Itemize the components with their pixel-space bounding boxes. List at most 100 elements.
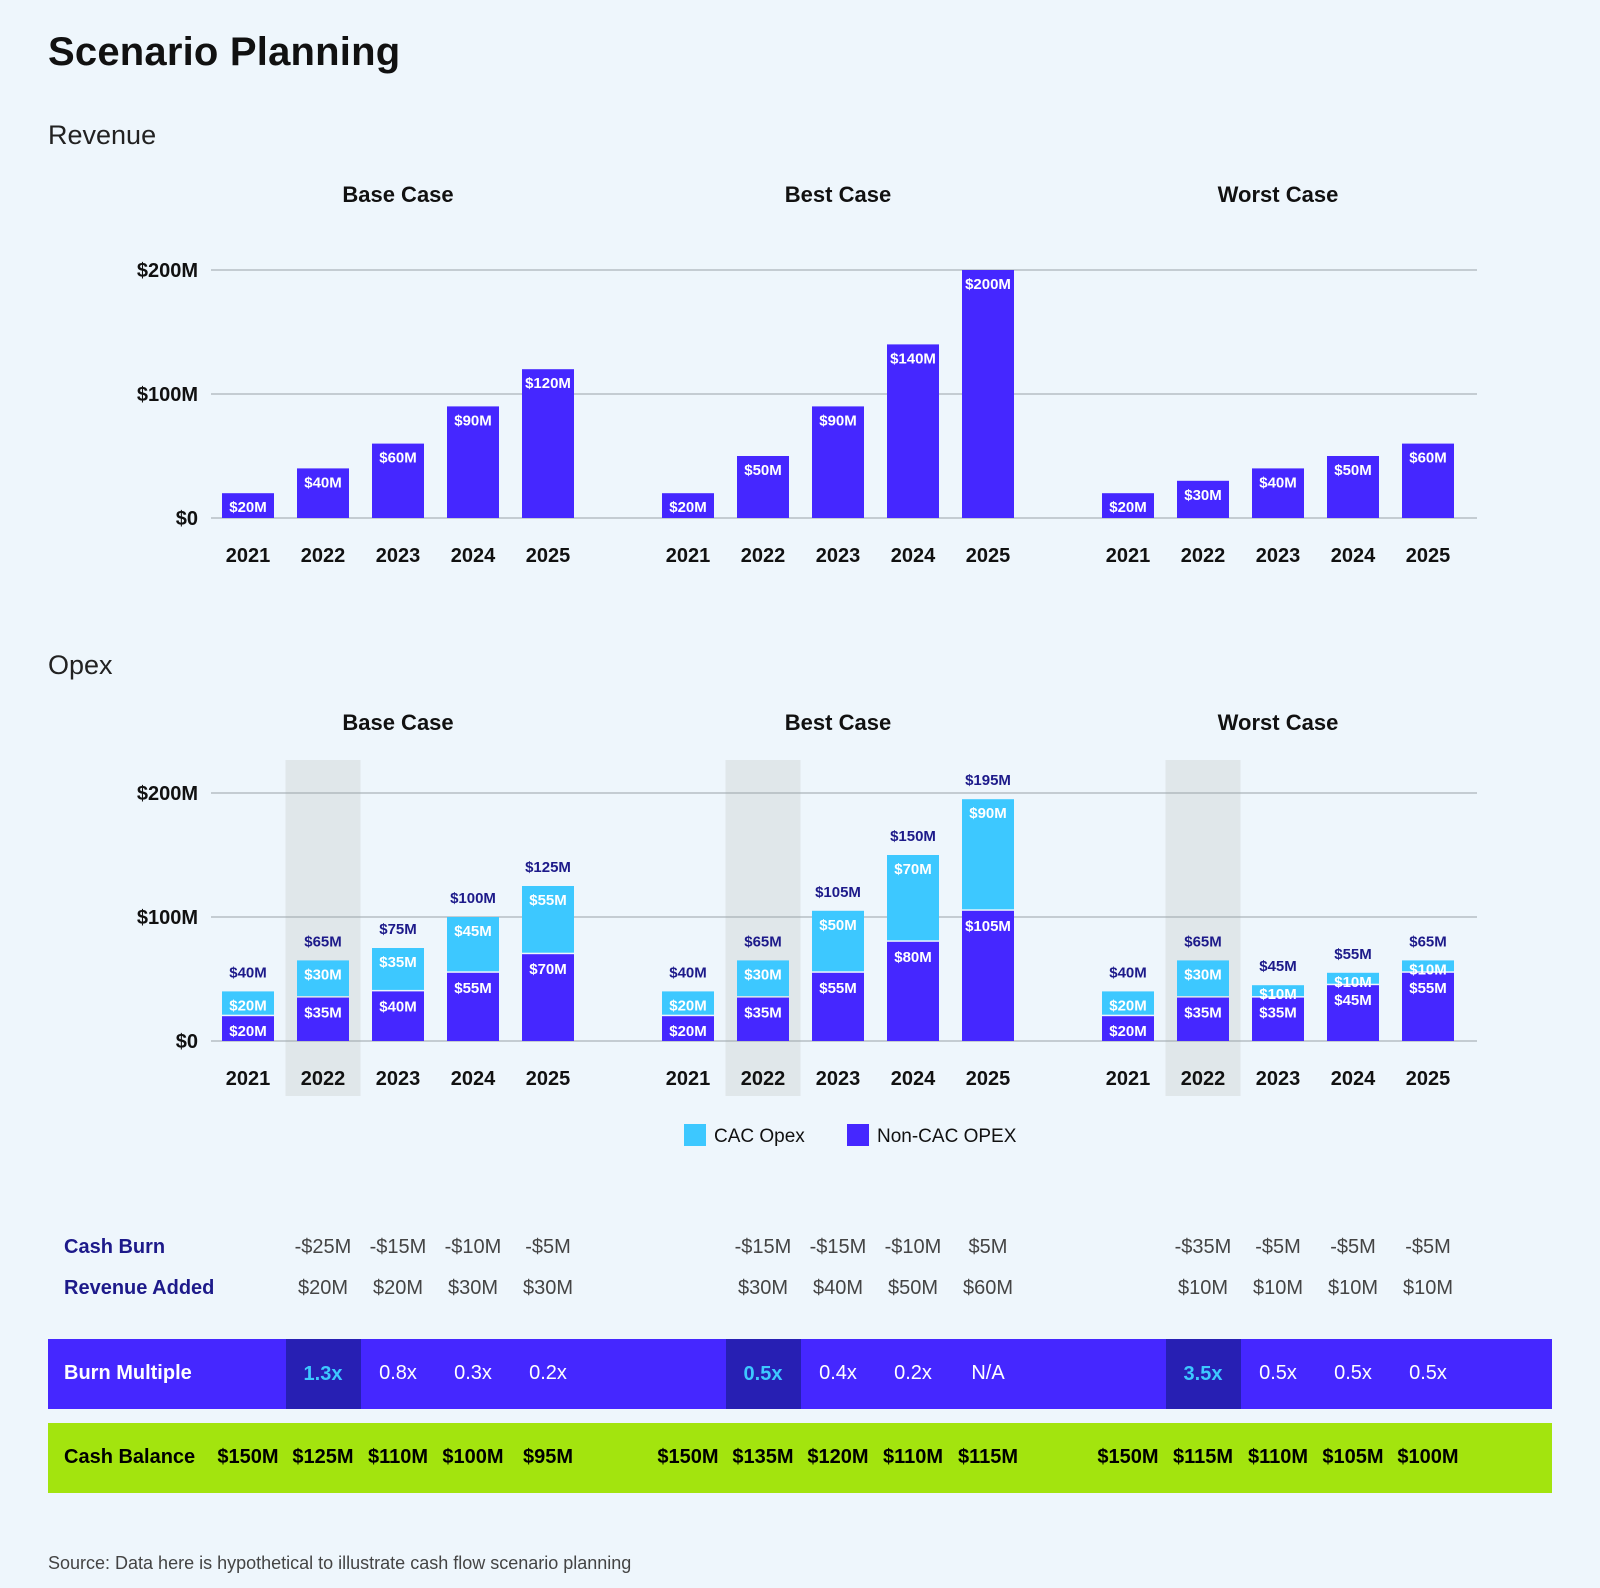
legend-swatch-non-cac xyxy=(847,1124,869,1146)
non-cac-value-label: $70M xyxy=(529,961,567,978)
cac-value-label: $55M xyxy=(529,892,567,909)
x-tick-label: 2025 xyxy=(966,545,1011,567)
cash-balance-row: Cash Balance $150M $125M $110M $100M $95M $15… xyxy=(48,1423,1552,1493)
cac-value-label: $35M xyxy=(379,954,417,971)
non-cac-value-label: $40M xyxy=(379,998,417,1015)
x-tick-label: 2024 xyxy=(891,545,936,567)
total-value-label: $65M xyxy=(1184,933,1222,950)
non-cac-value-label: $55M xyxy=(1409,980,1447,997)
bar-value-label: $20M xyxy=(669,499,707,516)
x-tick-label: 2022 xyxy=(741,1068,786,1090)
non-cac-value-label: $35M xyxy=(1259,1005,1297,1022)
x-tick-label: 2021 xyxy=(666,545,711,567)
x-tick-label: 2022 xyxy=(301,1068,346,1090)
x-tick-label: 2021 xyxy=(226,545,271,567)
non-cac-value-label: $20M xyxy=(669,1023,707,1040)
total-value-label: $75M xyxy=(379,921,417,938)
cac-value-label: $10M xyxy=(1334,974,1372,991)
bar-value-label: $60M xyxy=(379,450,417,467)
revenue-added-value: $10M xyxy=(1383,1277,1473,1300)
non-cac-value-label: $20M xyxy=(229,1023,267,1040)
cac-value-label: $30M xyxy=(1184,966,1222,983)
x-tick-label: 2023 xyxy=(816,1068,861,1090)
non-cac-value-label: $45M xyxy=(1334,992,1372,1009)
total-value-label: $65M xyxy=(304,933,342,950)
y-tick-label: $100M xyxy=(137,907,198,929)
cash-burn-value: -$5M xyxy=(503,1236,593,1259)
cac-value-label: $20M xyxy=(669,997,707,1014)
non-cac-value-label: $35M xyxy=(304,1005,342,1022)
total-value-label: $40M xyxy=(1109,964,1147,981)
highlight-column xyxy=(726,760,801,1096)
x-tick-label: 2024 xyxy=(891,1068,936,1090)
bar-value-label: $60M xyxy=(1409,450,1447,467)
x-tick-label: 2024 xyxy=(1331,1068,1376,1090)
bar-value-label: $20M xyxy=(1109,499,1147,516)
bar-value-label: $50M xyxy=(744,462,782,479)
burn-multiple-value: 1.3x xyxy=(286,1339,361,1409)
burn-multiple-label: Burn Multiple xyxy=(64,1362,192,1385)
cac-value-label: $50M xyxy=(819,917,857,934)
y-tick-label: $0 xyxy=(176,508,198,530)
bar-value-label: $200M xyxy=(965,276,1011,293)
non-cac-value-label: $55M xyxy=(819,980,857,997)
total-value-label: $105M xyxy=(815,884,861,901)
cash-balance-value: $95M xyxy=(503,1446,593,1469)
highlight-column xyxy=(286,760,361,1096)
x-tick-label: 2021 xyxy=(226,1068,271,1090)
bar-value-label: $50M xyxy=(1334,462,1372,479)
panel-title: Base Case xyxy=(342,710,453,735)
legend-label-cac: CAC Opex xyxy=(714,1126,805,1147)
total-value-label: $125M xyxy=(525,859,571,876)
revenue-bar xyxy=(962,270,1014,518)
x-tick-label: 2024 xyxy=(451,545,496,567)
revenue-added-value: $60M xyxy=(943,1277,1033,1300)
revenue-added-label: Revenue Added xyxy=(64,1277,214,1300)
total-value-label: $40M xyxy=(229,964,267,981)
bar-value-label: $40M xyxy=(304,474,342,491)
total-value-label: $150M xyxy=(890,828,936,845)
non-cac-value-label: $35M xyxy=(1184,1005,1222,1022)
cash-balance-value: $100M xyxy=(1383,1446,1473,1469)
cac-value-label: $90M xyxy=(969,805,1007,822)
burn-multiple-value: 0.5x xyxy=(1383,1362,1473,1385)
burn-multiple-row: Burn Multiple 1.3x 0.8x 0.3x 0.2x 0.5x 0.4x 0.… xyxy=(48,1339,1552,1409)
cac-value-label: $20M xyxy=(229,997,267,1014)
x-tick-label: 2022 xyxy=(301,545,346,567)
total-value-label: $40M xyxy=(669,964,707,981)
x-tick-label: 2021 xyxy=(1106,1068,1151,1090)
x-tick-label: 2025 xyxy=(526,545,571,567)
x-tick-label: 2022 xyxy=(741,545,786,567)
bar-value-label: $40M xyxy=(1259,474,1297,491)
x-tick-label: 2023 xyxy=(376,1068,421,1090)
y-tick-label: $200M xyxy=(137,260,198,282)
x-tick-label: 2023 xyxy=(1256,1068,1301,1090)
total-value-label: $195M xyxy=(965,772,1011,789)
bar-value-label: $140M xyxy=(890,350,936,367)
bar-value-label: $90M xyxy=(819,412,857,429)
non-cac-value-label: $105M xyxy=(965,918,1011,935)
panel-title: Worst Case xyxy=(1218,182,1339,207)
panel-title: Base Case xyxy=(342,182,453,207)
cac-value-label: $30M xyxy=(304,966,342,983)
cash-balance-value: $115M xyxy=(943,1446,1033,1469)
total-value-label: $65M xyxy=(1409,933,1447,950)
non-cac-value-label: $20M xyxy=(1109,1023,1147,1040)
total-value-label: $55M xyxy=(1334,946,1372,963)
total-value-label: $65M xyxy=(744,933,782,950)
bar-value-label: $90M xyxy=(454,412,492,429)
x-tick-label: 2023 xyxy=(376,545,421,567)
x-tick-label: 2023 xyxy=(816,545,861,567)
x-tick-label: 2021 xyxy=(1106,545,1151,567)
x-tick-label: 2025 xyxy=(966,1068,1011,1090)
y-tick-label: $100M xyxy=(137,384,198,406)
cac-value-label: $30M xyxy=(744,966,782,983)
x-tick-label: 2021 xyxy=(666,1068,711,1090)
highlight-column xyxy=(1166,760,1241,1096)
total-value-label: $45M xyxy=(1259,958,1297,975)
bar-value-label: $120M xyxy=(525,375,571,392)
cash-burn-row: Cash Burn -$25M -$15M -$10M -$5M -$15M -$15M -… xyxy=(48,1236,1552,1266)
non-cac-value-label: $35M xyxy=(744,1005,782,1022)
x-tick-label: 2025 xyxy=(1406,545,1451,567)
legend-label-non-cac: Non-CAC OPEX xyxy=(877,1126,1017,1147)
